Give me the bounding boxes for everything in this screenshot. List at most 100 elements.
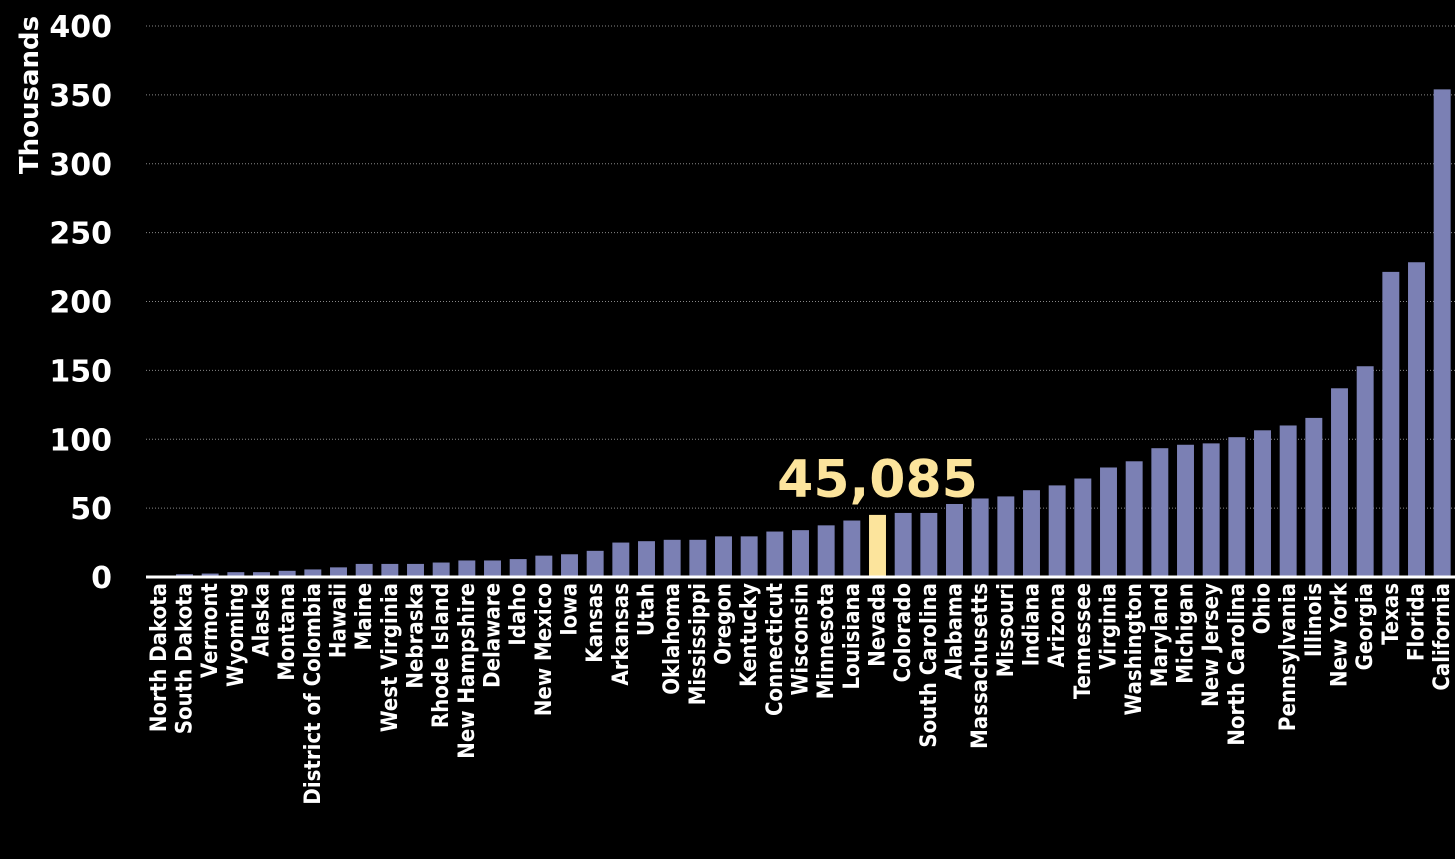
x-category-label: Wisconsin bbox=[789, 583, 814, 695]
bar bbox=[638, 541, 655, 577]
x-category-label: Oregon bbox=[712, 583, 737, 665]
bar bbox=[484, 560, 501, 577]
bar bbox=[586, 550, 604, 577]
bar bbox=[894, 512, 912, 577]
x-category-label: New Jersey bbox=[1199, 583, 1224, 707]
bar bbox=[561, 554, 578, 577]
bar bbox=[227, 572, 245, 577]
x-category-label: Alabama bbox=[943, 583, 968, 680]
x-category-label: Colorado bbox=[891, 583, 916, 682]
bar bbox=[689, 539, 707, 577]
y-tick-label: 250 bbox=[49, 217, 112, 252]
bar bbox=[612, 542, 630, 577]
bar bbox=[920, 512, 938, 577]
x-category-label: Maine bbox=[352, 583, 377, 650]
bar bbox=[1433, 89, 1451, 578]
bar bbox=[1254, 430, 1271, 577]
y-tick-label: 50 bbox=[70, 492, 112, 527]
x-category-label: Michigan bbox=[1174, 583, 1199, 684]
bar bbox=[355, 563, 373, 577]
x-category-label: Oklahoma bbox=[660, 583, 685, 695]
bar bbox=[715, 536, 732, 577]
bar bbox=[1356, 366, 1374, 577]
x-category-label: Montana bbox=[275, 583, 300, 681]
bar bbox=[458, 560, 476, 577]
x-category-label: New Mexico bbox=[532, 583, 557, 716]
bar bbox=[997, 496, 1015, 577]
x-category-label: New Hampshire bbox=[455, 583, 480, 759]
bar bbox=[946, 503, 963, 577]
y-tick-label: 150 bbox=[49, 354, 112, 389]
x-category-label: Iowa bbox=[558, 583, 583, 636]
bar bbox=[1048, 485, 1066, 577]
bar bbox=[1202, 443, 1220, 577]
x-category-label: West Virginia bbox=[378, 583, 403, 732]
x-category-label: Wyoming bbox=[224, 583, 249, 687]
x-category-label: Florida bbox=[1405, 583, 1430, 661]
x-axis-categories: North Dakota South Dakota Vermont Wyoming Al… bbox=[147, 582, 1455, 804]
x-category-label: Vermont bbox=[198, 582, 223, 678]
x-category-label: Virginia bbox=[1097, 583, 1122, 670]
bar bbox=[1305, 417, 1323, 577]
y-tick-label: 350 bbox=[49, 79, 112, 114]
x-category-label: Delaware bbox=[481, 583, 506, 688]
y-tick-label: 400 bbox=[49, 10, 112, 45]
bar bbox=[1177, 444, 1194, 577]
x-category-label: District of Colombia bbox=[301, 583, 326, 805]
x-category-label: Nevada bbox=[866, 583, 891, 667]
x-category-label: New York bbox=[1328, 582, 1353, 687]
bar-highlight bbox=[869, 514, 886, 577]
bar bbox=[432, 562, 450, 577]
y-axis-label: Thousands bbox=[15, 16, 45, 174]
bar bbox=[971, 498, 989, 577]
y-tick-label: 100 bbox=[49, 423, 112, 458]
bar bbox=[278, 570, 296, 577]
bar bbox=[1228, 437, 1246, 577]
bar bbox=[1023, 490, 1040, 577]
x-category-label: Kentucky bbox=[737, 583, 762, 687]
x-category-label: North Dakota bbox=[147, 583, 172, 732]
x-category-label: Kansas bbox=[583, 583, 608, 663]
bar bbox=[1331, 388, 1348, 577]
y-axis-ticks: 0 50 100 150 200 250 300 350 400 bbox=[49, 10, 112, 596]
bar bbox=[1279, 425, 1297, 577]
bars bbox=[150, 89, 1451, 578]
x-category-label: California bbox=[1430, 583, 1455, 691]
x-category-label: Indiana bbox=[1020, 583, 1045, 666]
x-category-label: Idaho bbox=[506, 583, 531, 646]
bar bbox=[407, 563, 424, 577]
x-category-label: Arkansas bbox=[609, 583, 634, 686]
bar bbox=[509, 559, 527, 577]
x-category-label: Tennessee bbox=[1071, 583, 1096, 699]
x-category-label: Texas bbox=[1379, 583, 1404, 645]
x-category-label: Maryland bbox=[1148, 583, 1173, 687]
x-category-label: Arizona bbox=[1045, 583, 1070, 667]
bar bbox=[843, 520, 861, 577]
x-category-label: Georgia bbox=[1353, 583, 1378, 670]
bar bbox=[766, 531, 784, 577]
x-category-label: Nebraska bbox=[404, 583, 429, 689]
bar bbox=[535, 555, 553, 577]
bar bbox=[330, 567, 347, 577]
bar bbox=[1074, 478, 1092, 577]
x-category-label: North Carolina bbox=[1225, 583, 1250, 746]
x-category-label: Washington bbox=[1122, 583, 1147, 715]
bar bbox=[740, 536, 758, 577]
bar bbox=[201, 573, 219, 577]
bar bbox=[792, 530, 809, 577]
x-category-label: South Dakota bbox=[173, 583, 198, 734]
x-category-label: Pennsylvania bbox=[1276, 583, 1301, 731]
x-category-label: Rhode Island bbox=[429, 583, 454, 728]
x-category-label: Missouri bbox=[994, 583, 1019, 677]
bar bbox=[1125, 461, 1143, 577]
bar bbox=[663, 539, 681, 577]
x-category-label: Minnesota bbox=[814, 583, 839, 699]
bar bbox=[1100, 467, 1117, 577]
x-category-label: Ohio bbox=[1251, 583, 1276, 634]
bar bbox=[1151, 448, 1169, 577]
x-category-label: Connecticut bbox=[763, 582, 788, 716]
x-category-label: Illinois bbox=[1302, 583, 1327, 657]
x-category-label: South Carolina bbox=[917, 583, 942, 748]
